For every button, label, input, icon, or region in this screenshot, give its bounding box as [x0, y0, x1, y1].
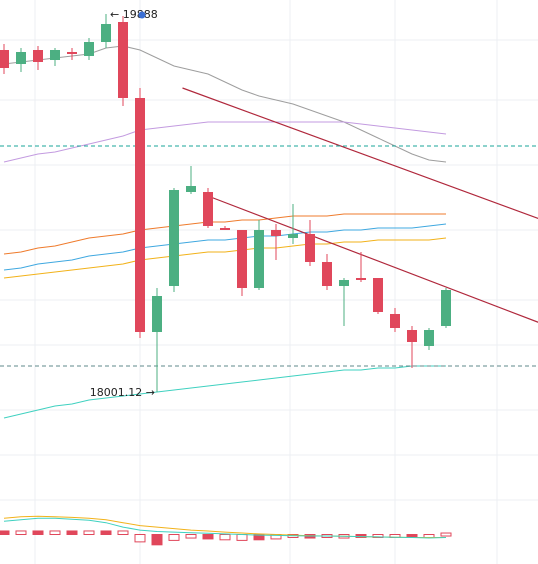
candle-body	[84, 42, 94, 56]
high-marker-dot	[138, 11, 146, 19]
osc-bar	[253, 534, 265, 541]
line-ema_yellow	[3, 237, 447, 279]
annotations: ← 19888 18001.12 →	[90, 8, 158, 399]
candle-body	[407, 330, 417, 342]
osc-bar	[83, 530, 95, 536]
channel-line-0	[182, 87, 538, 219]
candle-body	[50, 50, 60, 60]
candle-body	[135, 98, 145, 332]
osc-bar	[236, 534, 248, 541]
candle-body	[390, 314, 400, 328]
candle-body	[305, 234, 315, 262]
line-sma_short	[3, 45, 447, 163]
line-sma_purple	[3, 121, 447, 163]
osc-bar	[134, 534, 146, 543]
candle-body	[339, 280, 349, 286]
osc-bar	[219, 534, 231, 541]
candle-body	[356, 278, 366, 280]
candle-body	[16, 52, 26, 64]
candles	[0, 14, 451, 392]
osc-bar	[440, 532, 452, 537]
osc-bar	[355, 534, 367, 538]
price-channel	[182, 87, 538, 323]
candle-body	[441, 290, 451, 326]
osc-bar	[151, 534, 163, 546]
osc-signal-b	[3, 517, 447, 539]
osc-bar	[100, 530, 112, 536]
candle-body	[424, 330, 434, 346]
osc-bar	[372, 534, 384, 538]
candle-body	[118, 22, 128, 98]
candle-body	[0, 50, 9, 68]
candle-body	[203, 192, 213, 226]
line-ema_teal	[3, 365, 446, 419]
osc-bar	[185, 534, 197, 539]
candle-body	[33, 50, 43, 62]
candle-body	[254, 230, 264, 288]
candle-body	[67, 52, 77, 54]
osc-bar	[66, 530, 78, 536]
osc-bar	[49, 530, 61, 536]
osc-bar	[32, 530, 44, 536]
line-ema_blue	[3, 223, 447, 271]
high-price-label: ← 19888	[110, 8, 158, 21]
line-ema_orange	[3, 213, 446, 255]
channel-line-1	[207, 195, 538, 323]
candle-body	[101, 24, 111, 42]
low-price-label: 18001.12 →	[90, 386, 155, 399]
osc-bar	[15, 530, 27, 536]
candle-body	[237, 230, 247, 288]
candle-body	[288, 234, 298, 238]
candle-body	[186, 186, 196, 192]
osc-bar	[117, 530, 129, 536]
candle-body	[152, 296, 162, 332]
price-levels	[0, 145, 538, 367]
candle-body	[373, 278, 383, 312]
oscillator-panel	[0, 515, 452, 546]
osc-bar	[168, 534, 180, 541]
candle-body	[322, 262, 332, 286]
candle-body	[220, 228, 230, 230]
indicator-lines	[3, 45, 447, 419]
candle-body	[271, 230, 281, 236]
candle-body	[169, 190, 179, 286]
osc-bar	[0, 530, 10, 536]
osc-bar	[202, 534, 214, 540]
